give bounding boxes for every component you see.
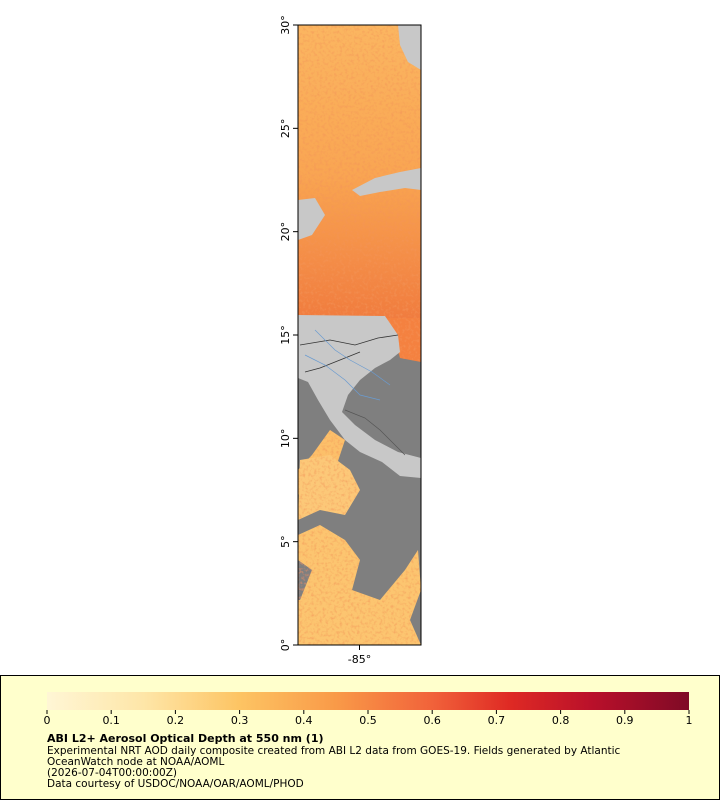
- colorbar-tick-label: 0.6: [423, 714, 441, 727]
- lat-tick-label: 30°: [279, 15, 292, 35]
- colorbar-ticks: 0 0.1 0.2 0.3 0.4 0.5 0.6 0.7 0.8 0.9 1: [44, 710, 693, 727]
- colorbar-tick-label: 0.1: [102, 714, 120, 727]
- legend-note: OceanWatch node at NOAA/AOML: [47, 756, 224, 768]
- legend-note: (2026-07-04T00:00:00Z): [47, 767, 177, 779]
- lat-tick-label: 10°: [279, 429, 292, 449]
- colorbar-tick-label: 0.2: [167, 714, 185, 727]
- lat-tick-label: 5°: [279, 535, 292, 548]
- legend-note: Data courtesy of USDOC/NOAA/OAR/AOML/PHO…: [47, 778, 304, 790]
- axes: 0° 5° 10° 15° 20° 25° 30° -85°: [279, 15, 371, 666]
- map-image: [298, 25, 421, 645]
- colorbar-tick-label: 0.3: [231, 714, 249, 727]
- colorbar-tick-label: 1: [686, 714, 693, 727]
- lat-tick-label: 20°: [279, 222, 292, 242]
- colorbar-tick-label: 0: [44, 714, 51, 727]
- lat-tick-label: 25°: [279, 119, 292, 139]
- lat-tick-label: 15°: [279, 325, 292, 345]
- colorbar-tick-label: 0.7: [488, 714, 506, 727]
- colorbar-tick-label: 0.5: [359, 714, 377, 727]
- lon-tick-label: -85°: [348, 653, 371, 666]
- lat-tick-label: 0°: [279, 639, 292, 652]
- colorbar-tick-label: 0.4: [295, 714, 313, 727]
- legend-note: Experimental NRT AOD daily composite cre…: [47, 745, 621, 757]
- colorbar-tick-label: 0.9: [616, 714, 634, 727]
- legend-title: ABI L2+ Aerosol Optical Depth at 550 nm …: [47, 732, 324, 745]
- colorbar-tick-label: 0.8: [552, 714, 570, 727]
- colorbar: [47, 692, 689, 710]
